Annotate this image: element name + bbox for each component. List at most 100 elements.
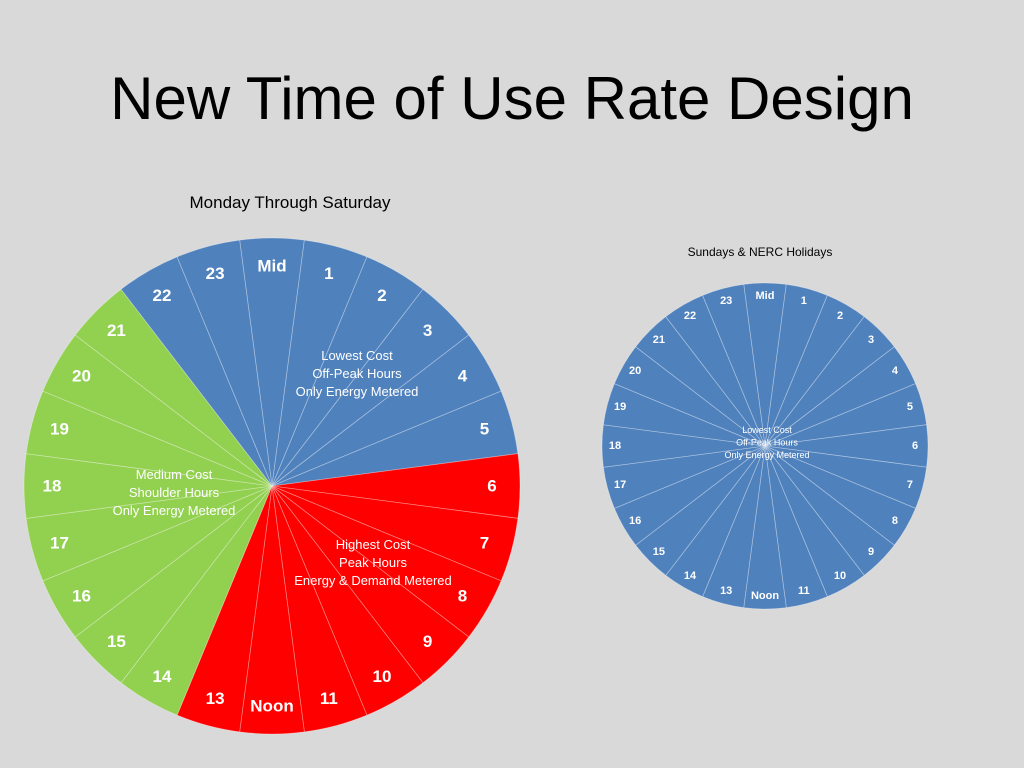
sunday-slice-15 — [635, 445, 766, 576]
weekday-hour-label-mid: Mid — [257, 257, 286, 276]
sunday-hour-label-13: 13 — [720, 585, 732, 597]
sunday-slice-3 — [764, 316, 895, 447]
weekday-slice-8 — [271, 485, 502, 638]
sunday-hour-label-10: 10 — [834, 570, 846, 582]
weekday-slice-noon — [239, 485, 305, 735]
weekday-hour-label-16: 16 — [72, 587, 91, 606]
weekday-slice-6 — [271, 453, 521, 519]
weekday-slice-15 — [74, 485, 273, 684]
sunday-hour-label-4: 4 — [892, 365, 899, 377]
weekday-hour-label-1: 1 — [324, 264, 333, 283]
weekday-hour-label-3: 3 — [423, 321, 432, 340]
sunday-hour-label-1: 1 — [801, 295, 807, 307]
sunday-slice-4 — [764, 346, 917, 447]
weekday-slice-16 — [42, 485, 273, 638]
sunday-slice-22 — [665, 294, 766, 447]
weekday-slice-mid — [239, 237, 305, 487]
sunday-slice-8 — [764, 445, 917, 546]
sunday-slice-7 — [764, 445, 928, 509]
sunday-hour-label-20: 20 — [629, 365, 641, 377]
sunday-period-label-off-peak-hours: Lowest Cost Off-Peak Hours Only Energy Met… — [724, 425, 809, 460]
weekday-slice-7 — [271, 485, 519, 582]
sunday-slice-23 — [702, 283, 766, 447]
sunday-hour-label-9: 9 — [868, 546, 874, 558]
weekday-hour-label-20: 20 — [72, 367, 91, 386]
weekday-slice-9 — [271, 485, 470, 684]
sunday-chart-title: Sundays & NERC Holidays — [687, 245, 833, 259]
sunday-slice-13 — [702, 445, 766, 609]
weekday-hour-label-4: 4 — [458, 367, 468, 386]
weekday-slice-23 — [176, 239, 273, 487]
weekday-hour-label-21: 21 — [107, 321, 126, 340]
weekday-period-label-peak-hours: Highest Cost Peak Hours Energy & Demand Me… — [294, 537, 452, 588]
sunday-hour-label-7: 7 — [907, 479, 913, 491]
weekday-slice-2 — [271, 256, 424, 487]
weekday-hour-label-13: 13 — [206, 689, 225, 708]
weekday-hour-label-2: 2 — [377, 286, 386, 305]
weekday-slice-19 — [25, 390, 273, 487]
weekday-hour-label-9: 9 — [423, 632, 432, 651]
weekday-period-label-off-peak-hours: Lowest Cost Off-Peak Hours Only Energy Met… — [296, 348, 419, 399]
weekday-slice-4 — [271, 334, 502, 487]
sunday-slice-6 — [764, 424, 929, 468]
weekday-pie: Mid 1234567891011Noon13141516171819202122… — [23, 237, 521, 735]
weekday-hour-label-18: 18 — [43, 477, 62, 496]
sunday-slice-11 — [764, 445, 828, 609]
weekday-slice-13 — [176, 485, 273, 733]
weekday-hour-label-17: 17 — [50, 533, 69, 552]
sunday-hour-label-21: 21 — [653, 334, 665, 346]
sunday-slice-9 — [764, 445, 895, 576]
sunday-slice-noon — [743, 445, 787, 610]
weekday-hour-label-15: 15 — [107, 632, 126, 651]
sunday-hour-label-17: 17 — [614, 479, 626, 491]
sunday-slice-mid — [743, 282, 787, 447]
sunday-hour-label-mid: Mid — [756, 290, 775, 302]
sunday-hour-label-2: 2 — [837, 310, 843, 322]
weekday-hour-label-11: 11 — [320, 689, 338, 708]
sunday-slice-5 — [764, 383, 928, 447]
sunday-hour-label-19: 19 — [614, 401, 626, 413]
weekday-hour-label-14: 14 — [153, 667, 172, 686]
weekday-slice-21 — [74, 288, 273, 487]
weekday-hour-label-6: 6 — [487, 477, 496, 496]
sunday-hour-label-5: 5 — [907, 401, 913, 413]
weekday-slice-20 — [42, 334, 273, 487]
sunday-hour-label-22: 22 — [684, 310, 696, 322]
sunday-hour-label-11: 11 — [798, 585, 810, 597]
weekday-slice-14 — [120, 485, 273, 716]
weekday-hour-label-22: 22 — [153, 286, 172, 305]
sunday-hour-label-23: 23 — [720, 295, 732, 307]
sunday-slice-21 — [635, 316, 766, 447]
weekday-hour-label-7: 7 — [480, 533, 489, 552]
sunday-slice-14 — [665, 445, 766, 598]
sunday-slice-2 — [764, 294, 865, 447]
sunday-slice-1 — [764, 283, 828, 447]
sunday-hour-label-14: 14 — [684, 570, 697, 582]
weekday-slice-17 — [25, 485, 273, 582]
weekday-slice-11 — [271, 485, 368, 733]
weekday-hour-label-8: 8 — [458, 587, 467, 606]
sunday-hour-label-16: 16 — [629, 515, 641, 527]
weekday-slice-1 — [271, 239, 368, 487]
weekday-slice-3 — [271, 288, 470, 487]
weekday-slice-10 — [271, 485, 424, 716]
sunday-pie: Mid 1234567891011Noon13141516171819202122… — [601, 282, 929, 610]
sunday-hour-label-noon: Noon — [751, 590, 779, 602]
weekday-hour-label-5: 5 — [480, 420, 489, 439]
weekday-period-label-shoulder-hours: Medium Cost Shoulder Hours Only Energy Met… — [113, 467, 236, 518]
weekday-slice-18 — [23, 453, 273, 519]
slide-title: New Time of Use Rate Design — [110, 65, 914, 132]
weekday-slice-22 — [120, 256, 273, 487]
weekday-hour-label-noon: Noon — [250, 697, 293, 716]
sunday-slice-18 — [601, 424, 766, 468]
sunday-slice-17 — [602, 445, 766, 509]
sunday-hour-label-6: 6 — [912, 440, 918, 452]
weekday-hour-label-10: 10 — [373, 667, 392, 686]
sunday-hour-label-15: 15 — [653, 546, 665, 558]
sunday-hour-label-3: 3 — [868, 334, 874, 346]
weekday-slice-5 — [271, 390, 519, 487]
sunday-slice-10 — [764, 445, 865, 598]
sunday-hour-label-18: 18 — [609, 440, 621, 452]
sunday-slice-19 — [602, 383, 766, 447]
weekday-hour-label-23: 23 — [206, 264, 225, 283]
